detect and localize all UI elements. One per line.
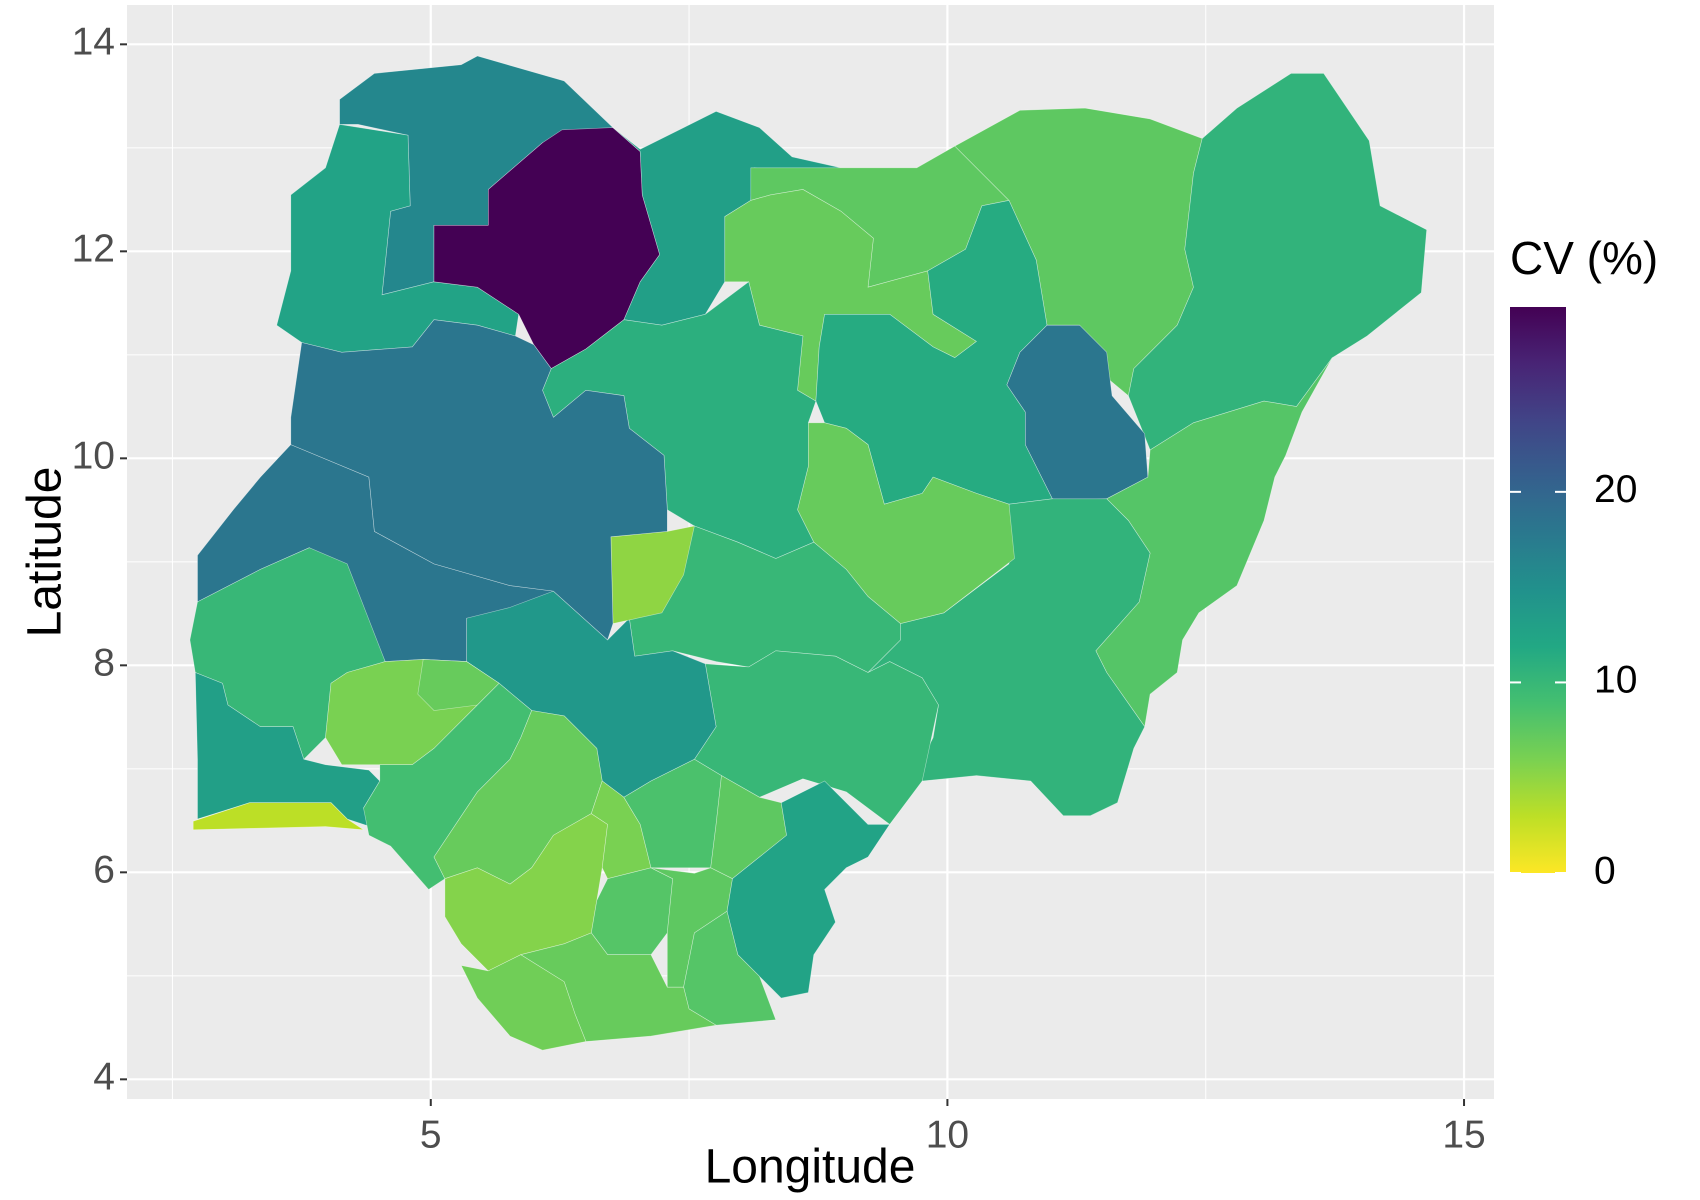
- region: [460, 954, 587, 1051]
- y-tick-label: 6: [93, 849, 115, 892]
- x-tick-label: 5: [420, 1113, 442, 1156]
- region: [290, 319, 668, 641]
- y-tick-label: 8: [93, 642, 115, 685]
- region: [726, 780, 891, 999]
- x-tick-label: 10: [926, 1113, 969, 1156]
- y-tick-label: 4: [93, 1056, 115, 1099]
- colorbar-tick-label: 20: [1594, 468, 1637, 511]
- colorbar: [1510, 307, 1566, 873]
- y-axis-title: Latitude: [19, 467, 72, 638]
- y-tick-label: 14: [72, 21, 115, 64]
- colorbar-tick-label: 0: [1594, 849, 1616, 892]
- map: [189, 55, 1428, 1051]
- legend-title: CV (%): [1510, 232, 1658, 284]
- region: [444, 813, 608, 972]
- x-axis-title: Longitude: [705, 1141, 916, 1194]
- x-tick-label: 15: [1442, 1113, 1485, 1156]
- y-tick-label: 12: [72, 228, 115, 271]
- region: [192, 802, 364, 831]
- y-tick-label: 10: [72, 435, 115, 478]
- colorbar-tick-label: 10: [1594, 659, 1637, 702]
